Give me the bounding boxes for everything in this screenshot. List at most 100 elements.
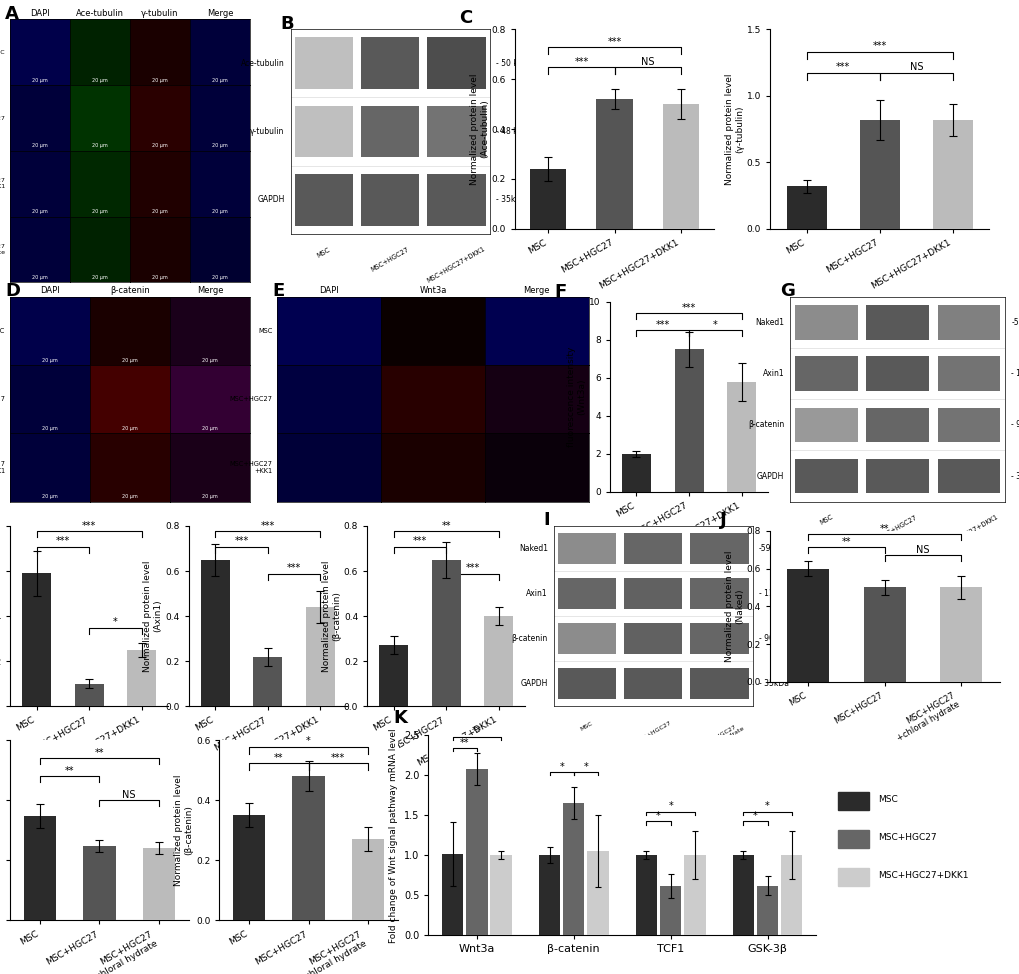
- Bar: [490, 855, 512, 935]
- Bar: [865, 305, 928, 340]
- Text: DAPI: DAPI: [31, 9, 50, 18]
- Bar: [22, 574, 51, 706]
- Bar: [838, 792, 868, 809]
- Text: MSC: MSC: [817, 514, 834, 526]
- Bar: [865, 459, 928, 494]
- Text: Axin1: Axin1: [761, 369, 784, 378]
- Y-axis label: Normalized protein level
(Naked): Normalized protein level (Naked): [723, 550, 743, 662]
- Bar: [732, 855, 753, 935]
- Bar: [253, 656, 282, 706]
- Text: ***: ***: [574, 56, 588, 67]
- Text: MSC+HGC27
+DKK1: MSC+HGC27 +DKK1: [0, 178, 5, 189]
- Text: K: K: [393, 709, 407, 728]
- Bar: [557, 668, 615, 699]
- Text: 20 μm: 20 μm: [152, 78, 168, 83]
- Text: ***: ***: [261, 520, 274, 531]
- Text: ***: ***: [607, 37, 621, 47]
- Text: MSC+HGC27: MSC+HGC27: [370, 246, 410, 273]
- Y-axis label: Fold change of Wnt signal pathway mRNA level: Fold change of Wnt signal pathway mRNA l…: [389, 728, 398, 943]
- Text: ***: ***: [682, 303, 695, 313]
- Bar: [83, 846, 116, 920]
- Bar: [659, 885, 681, 935]
- Text: ***: ***: [872, 41, 886, 52]
- Bar: [74, 684, 104, 706]
- Bar: [690, 579, 748, 609]
- Text: γ-tubulin: γ-tubulin: [250, 127, 284, 136]
- Text: D: D: [5, 282, 20, 300]
- Bar: [23, 816, 56, 920]
- Bar: [936, 407, 1000, 442]
- Text: - 48 kDa: - 48 kDa: [495, 127, 527, 136]
- Bar: [787, 569, 828, 682]
- Text: MSC: MSC: [0, 328, 5, 334]
- Text: - 35kDa: - 35kDa: [495, 195, 525, 205]
- Bar: [936, 459, 1000, 494]
- Bar: [794, 305, 857, 340]
- Text: ***: ***: [286, 563, 301, 574]
- Text: G: G: [780, 282, 795, 300]
- Text: 20 μm: 20 μm: [92, 143, 108, 148]
- Bar: [727, 382, 755, 492]
- Bar: [624, 533, 682, 564]
- Text: DAPI: DAPI: [319, 286, 339, 295]
- Text: 20 μm: 20 μm: [152, 209, 168, 214]
- Text: *: *: [655, 811, 660, 821]
- Bar: [940, 587, 981, 682]
- Bar: [936, 356, 1000, 392]
- Text: **: **: [95, 748, 104, 758]
- Text: NS: NS: [915, 544, 929, 554]
- Text: MSC+HGC27: MSC+HGC27: [877, 833, 935, 843]
- Text: Merge: Merge: [197, 286, 223, 295]
- Bar: [361, 37, 419, 90]
- Text: β-catenin: β-catenin: [110, 286, 150, 295]
- Bar: [684, 855, 705, 935]
- Text: NS: NS: [122, 790, 136, 800]
- Text: 20 μm: 20 μm: [122, 426, 138, 431]
- Y-axis label: Normalized protein level
(γ-tubulin): Normalized protein level (γ-tubulin): [723, 73, 743, 185]
- Text: **: **: [274, 753, 283, 763]
- Text: GAPDH: GAPDH: [520, 679, 547, 688]
- Bar: [786, 186, 826, 229]
- Text: *: *: [558, 762, 564, 771]
- Text: 20 μm: 20 μm: [202, 494, 218, 499]
- Text: 20 μm: 20 μm: [202, 357, 218, 362]
- Text: *: *: [113, 618, 118, 627]
- Text: -59kDa: -59kDa: [1010, 318, 1019, 327]
- Text: **: **: [472, 727, 481, 736]
- Text: **: **: [65, 766, 74, 776]
- Text: 20 μm: 20 μm: [212, 143, 227, 148]
- Text: - 90kDa: - 90kDa: [758, 634, 788, 643]
- Text: 20 μm: 20 μm: [42, 426, 58, 431]
- Y-axis label: Normalized protein level
(Ace-tubulin): Normalized protein level (Ace-tubulin): [469, 73, 488, 185]
- Bar: [690, 533, 748, 564]
- Bar: [294, 105, 353, 158]
- Text: J: J: [719, 511, 726, 529]
- Bar: [127, 650, 156, 706]
- Text: - 110kDa: - 110kDa: [1010, 369, 1019, 378]
- Text: NS: NS: [909, 62, 922, 72]
- Text: GAPDH: GAPDH: [257, 195, 284, 205]
- Bar: [635, 855, 656, 935]
- Text: Naked1: Naked1: [519, 544, 547, 553]
- Bar: [143, 848, 175, 920]
- Text: *: *: [306, 736, 311, 746]
- Text: MSC+HGC27+DKK1: MSC+HGC27+DKK1: [426, 246, 486, 284]
- Text: ***: ***: [56, 537, 70, 546]
- Bar: [538, 855, 559, 935]
- Text: ***: ***: [234, 537, 249, 546]
- Text: GAPDH: GAPDH: [756, 471, 784, 480]
- Text: *: *: [667, 802, 673, 811]
- Text: MSC+HGC27
+chloral hydrate: MSC+HGC27 +chloral hydrate: [693, 721, 745, 757]
- Text: MSC+HGC27
+KK1: MSC+HGC27 +KK1: [229, 461, 272, 474]
- Text: ***: ***: [413, 537, 427, 546]
- Text: MSC: MSC: [877, 795, 897, 805]
- Text: γ-tubulin: γ-tubulin: [141, 9, 178, 18]
- Bar: [587, 851, 608, 935]
- Text: ***: ***: [465, 563, 479, 574]
- Text: Naked1: Naked1: [754, 318, 784, 327]
- Text: **: **: [441, 520, 450, 531]
- Text: MSC+HGC27
chloral hydrate: MSC+HGC27 chloral hydrate: [0, 244, 5, 255]
- Bar: [756, 885, 777, 935]
- Bar: [794, 407, 857, 442]
- Bar: [379, 646, 408, 706]
